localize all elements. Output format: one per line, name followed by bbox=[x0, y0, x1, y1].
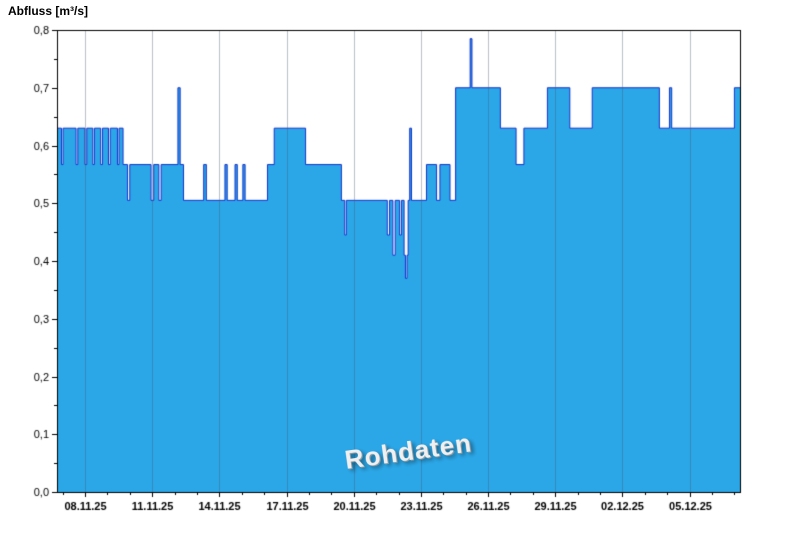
chart-title: Abfluss [m³/s] bbox=[8, 4, 89, 18]
